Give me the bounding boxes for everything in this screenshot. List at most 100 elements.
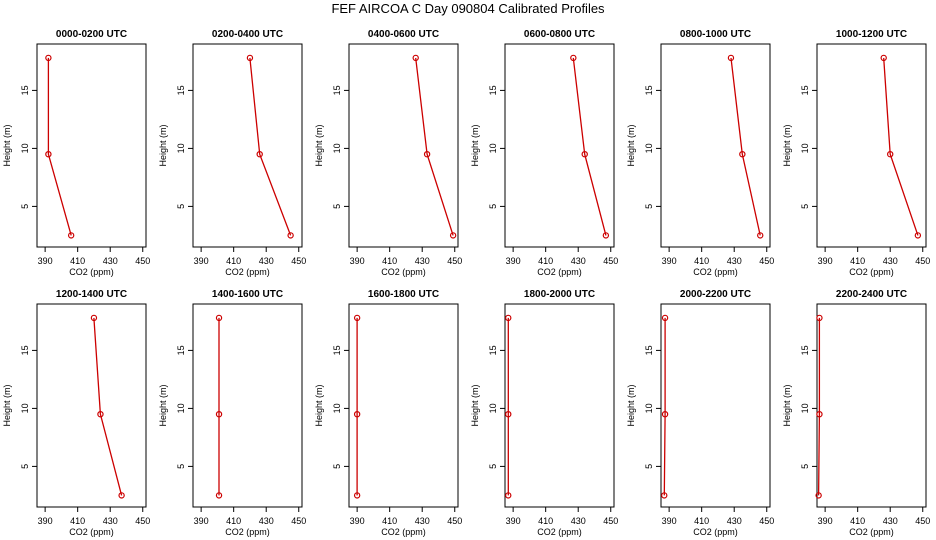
panel-2-xtick-label: 450 <box>291 256 306 266</box>
panel-11-xlabel: CO2 (ppm) <box>693 527 738 537</box>
panel-7-ytick-label: 10 <box>20 403 30 413</box>
panel-3-ylabel: Height (m) <box>314 124 324 166</box>
panel-5-title: 0800-1000 UTC <box>680 29 751 40</box>
panel-2-profile-line <box>249 57 292 236</box>
panel-12-point <box>816 411 823 418</box>
panel-10-xtick-label: 390 <box>506 516 521 526</box>
panel-7-title: 1200-1400 UTC <box>56 289 127 300</box>
panel-11-ylabel: Height (m) <box>626 384 636 426</box>
panel-3-ytick-label: 5 <box>332 204 342 209</box>
panel-12-ytick-label: 10 <box>800 403 810 413</box>
panel-1-xtick-label: 410 <box>70 256 85 266</box>
panel-10-point <box>505 314 512 322</box>
panel-11-point <box>661 411 669 418</box>
panel-11-title: 2000-2200 UTC <box>680 289 751 300</box>
panel-8-ytick-label: 10 <box>176 403 186 413</box>
panel-8-xtick-label: 450 <box>291 516 306 526</box>
panel-1-xtick-label: 430 <box>103 256 118 266</box>
panel-9-point <box>353 314 361 322</box>
main-title: FEF AIRCOA C Day 090804 Calibrated Profi… <box>331 1 605 16</box>
panel-5-ytick-label: 10 <box>644 143 654 153</box>
panel-5-xtick-label: 390 <box>662 256 677 266</box>
panel-12-xtick-label: 430 <box>883 516 898 526</box>
panel-3-xtick-label: 430 <box>415 256 430 266</box>
panel-4-point <box>570 54 577 62</box>
panel-1-xtick-label: 390 <box>38 256 53 266</box>
panel-1-frame <box>36 43 147 248</box>
panel-3-title: 0400-0600 UTC <box>368 29 439 40</box>
panel-6-xtick-label: 450 <box>915 256 930 266</box>
panel-10-point <box>505 492 512 499</box>
panel-7-xlabel: CO2 (ppm) <box>69 527 114 537</box>
panel-4-frame <box>504 43 615 248</box>
panel-4-profile-line <box>572 57 607 236</box>
panel-2-xlabel: CO2 (ppm) <box>225 267 270 277</box>
panel-4-ytick-label: 5 <box>488 204 498 209</box>
panel-1-point <box>45 54 52 62</box>
panel-3-xtick-label: 450 <box>447 256 462 266</box>
panel-9-xlabel: CO2 (ppm) <box>381 527 426 537</box>
panel-3-ytick-label: 15 <box>332 85 342 95</box>
panel-12-ytick-label: 15 <box>800 345 810 355</box>
panel-8-point <box>215 492 223 499</box>
panel-2-title: 0200-0400 UTC <box>212 29 283 40</box>
panel-1-ytick-label: 15 <box>20 85 30 95</box>
panel-3-point <box>449 232 457 239</box>
panel-10-title: 1800-2000 UTC <box>524 289 595 300</box>
panel-7-frame <box>36 303 147 508</box>
panel-11-ytick-label: 10 <box>644 403 654 413</box>
panel-12-frame <box>816 303 927 508</box>
panel-9-ytick-label: 10 <box>332 403 342 413</box>
panel-1-ylabel: Height (m) <box>2 124 12 166</box>
panel-4-ytick-label: 10 <box>488 143 498 153</box>
panel-5-point <box>757 232 764 239</box>
panel-6-xtick-label: 410 <box>850 256 865 266</box>
panel-6-point <box>887 150 894 158</box>
panel-12-point <box>816 314 823 322</box>
panel-4-xtick-label: 450 <box>603 256 618 266</box>
panel-6-frame <box>816 43 927 248</box>
panel-12-xtick-label: 410 <box>850 516 865 526</box>
panel-1-ytick-label: 10 <box>20 143 30 153</box>
panel-6-xtick-label: 430 <box>883 256 898 266</box>
panel-1-ytick-label: 5 <box>20 204 30 209</box>
panel-1-point <box>67 232 75 239</box>
panel-9-point <box>353 411 361 418</box>
panel-11-xtick-label: 390 <box>662 516 677 526</box>
panel-12-xtick-label: 390 <box>818 516 833 526</box>
panel-8-ylabel: Height (m) <box>158 384 168 426</box>
panel-8-xtick-label: 430 <box>259 516 274 526</box>
panel-6-title: 1000-1200 UTC <box>836 29 907 40</box>
panel-11-point <box>661 492 668 499</box>
panel-6-ytick-label: 10 <box>800 143 810 153</box>
panel-8-xtick-label: 390 <box>194 516 209 526</box>
panel-2-point <box>256 150 263 158</box>
panel-7-xtick-label: 430 <box>103 516 118 526</box>
panel-5-point <box>739 150 746 158</box>
panel-4-title: 0600-0800 UTC <box>524 29 595 40</box>
panel-11-ytick-label: 15 <box>644 345 654 355</box>
panel-4-ytick-label: 15 <box>488 85 498 95</box>
panel-12-ylabel: Height (m) <box>782 384 792 426</box>
panel-1-profile-line <box>47 57 72 236</box>
panel-5-xtick-label: 410 <box>694 256 709 266</box>
panel-2-ytick-label: 15 <box>176 85 186 95</box>
panel-2-frame <box>192 43 303 248</box>
panel-4-xtick-label: 390 <box>506 256 521 266</box>
panel-12-point <box>815 492 822 499</box>
panel-5-point <box>727 54 735 62</box>
panel-11-profile-line <box>663 317 666 496</box>
panel-4-point <box>581 150 588 158</box>
panel-7-ytick-label: 15 <box>20 345 30 355</box>
panel-5-xlabel: CO2 (ppm) <box>693 267 738 277</box>
panel-1-xtick-label: 450 <box>135 256 150 266</box>
panel-5-profile-line <box>730 57 761 236</box>
panel-10-ytick-label: 10 <box>488 403 498 413</box>
panel-1-xlabel: CO2 (ppm) <box>69 267 114 277</box>
panel-7-xtick-label: 410 <box>70 516 85 526</box>
panel-9-xtick-label: 450 <box>447 516 462 526</box>
panel-3-profile-line <box>415 57 454 236</box>
panel-9-xtick-label: 430 <box>415 516 430 526</box>
panel-3-ytick-label: 10 <box>332 143 342 153</box>
panel-10-point <box>505 411 512 418</box>
